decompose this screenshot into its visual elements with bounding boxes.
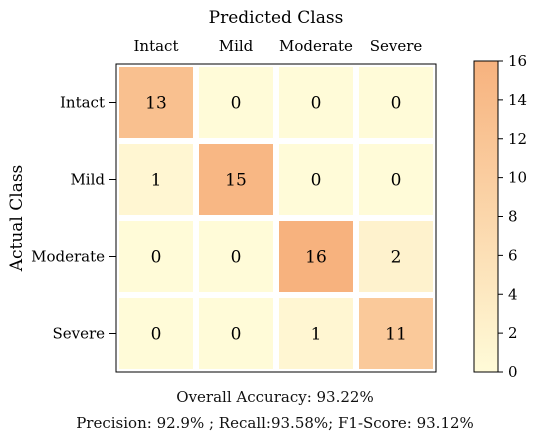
matrix-cell bbox=[199, 67, 273, 138]
matrix-cell bbox=[199, 144, 273, 215]
colorbar-tick-label: 4 bbox=[508, 285, 518, 303]
matrix-cell bbox=[359, 221, 433, 292]
colorbar-tick-label: 14 bbox=[508, 91, 527, 109]
y-axis-title: Actual Class bbox=[7, 165, 27, 273]
y-tick-label: Severe bbox=[52, 325, 105, 343]
metrics-caption: Precision: 92.9% ; Recall:93.58%; F1-Sco… bbox=[76, 414, 474, 432]
matrix-cell bbox=[119, 144, 193, 215]
cell-value-label: 0 bbox=[311, 94, 322, 114]
cell-value-label: 0 bbox=[151, 325, 162, 345]
matrix-cell bbox=[119, 221, 193, 292]
colorbar bbox=[473, 60, 499, 373]
cell-value-label: 0 bbox=[391, 171, 402, 191]
x-tick-label: Severe bbox=[370, 37, 423, 55]
colorbar-tick-label: 2 bbox=[508, 324, 518, 342]
matrix-cell bbox=[119, 67, 193, 138]
cell-value-label: 0 bbox=[311, 171, 322, 191]
x-tick-label: Intact bbox=[134, 37, 179, 55]
cell-value-label: 11 bbox=[385, 325, 407, 345]
cell-value-label: 2 bbox=[391, 248, 402, 268]
confusion-matrix-chart: Predicted Class Actual Class Intact Mild M… bbox=[7, 8, 527, 381]
cell-value-label: 0 bbox=[231, 94, 242, 114]
matrix-frame bbox=[115, 63, 437, 373]
y-tick-label: Mild bbox=[70, 171, 105, 189]
cell-value-label: 0 bbox=[231, 248, 242, 268]
y-tick-label: Moderate bbox=[31, 248, 105, 266]
x-tick-label: Mild bbox=[219, 37, 254, 55]
matrix-cell bbox=[279, 298, 353, 369]
accuracy-caption: Overall Accuracy: 93.22% bbox=[176, 388, 374, 406]
cell-value-label: 1 bbox=[151, 171, 162, 191]
colorbar-tick-label: 16 bbox=[508, 52, 527, 70]
matrix-cell bbox=[359, 144, 433, 215]
matrix-cell bbox=[279, 221, 353, 292]
colorbar-tick-label: 12 bbox=[508, 130, 527, 148]
matrix-cell bbox=[279, 67, 353, 138]
y-tick-label: Intact bbox=[60, 94, 105, 112]
matrix-cell bbox=[119, 298, 193, 369]
x-tick-label: Moderate bbox=[279, 37, 353, 55]
colorbar-tick-label: 10 bbox=[508, 169, 527, 187]
matrix-cell bbox=[359, 298, 433, 369]
cell-value-label: 0 bbox=[391, 94, 402, 114]
cell-value-label: 15 bbox=[225, 171, 247, 191]
matrix-cell bbox=[199, 221, 273, 292]
x-axis-title: Predicted Class bbox=[209, 8, 344, 28]
colorbar-tick-label: 8 bbox=[508, 208, 518, 226]
colorbar-tick-label: 6 bbox=[508, 246, 518, 264]
colorbar-tick-label: 0 bbox=[508, 363, 518, 381]
cell-value-label: 0 bbox=[231, 325, 242, 345]
cell-value-label: 0 bbox=[151, 248, 162, 268]
matrix-cell bbox=[359, 67, 433, 138]
cell-value-label: 1 bbox=[311, 325, 322, 345]
matrix-cell bbox=[279, 144, 353, 215]
cell-value-label: 13 bbox=[145, 94, 167, 114]
cell-value-label: 16 bbox=[305, 248, 327, 268]
matrix-cell bbox=[199, 298, 273, 369]
